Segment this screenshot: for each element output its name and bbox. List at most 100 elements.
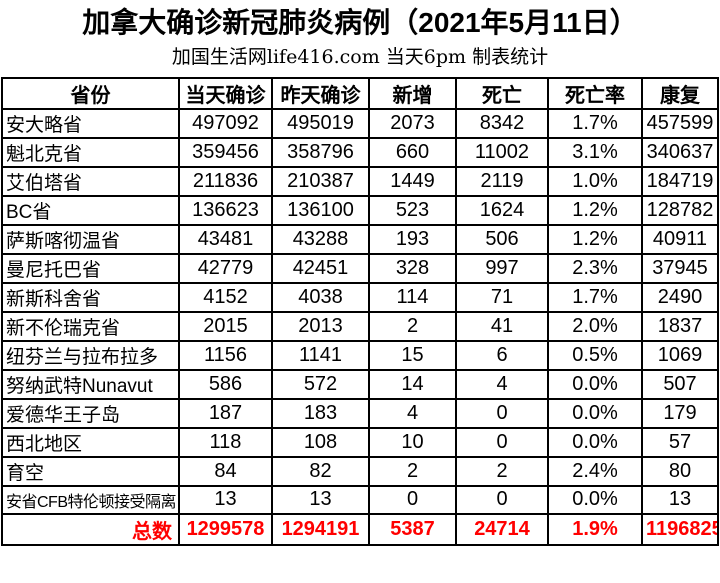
new-cases: 1449 bbox=[368, 166, 457, 197]
province-name: 新斯科舍省 bbox=[1, 282, 180, 313]
total-label: 总数 bbox=[1, 512, 180, 546]
table-row-new-brunswick: 新不伦瑞克省 2015 2013 2 41 2.0% 1837 bbox=[1, 311, 719, 342]
today-confirmed: 118 bbox=[178, 427, 273, 458]
deaths: 1624 bbox=[455, 195, 549, 226]
province-name: 爱德华王子岛 bbox=[1, 398, 180, 429]
header-death-rate: 死亡率 bbox=[547, 77, 643, 110]
deaths: 0 bbox=[455, 398, 549, 429]
today-confirmed: 2015 bbox=[178, 311, 273, 342]
deaths: 0 bbox=[455, 427, 549, 458]
header-deaths: 死亡 bbox=[455, 77, 549, 110]
province-name: 曼尼托巴省 bbox=[1, 253, 180, 284]
province-name: 育空 bbox=[1, 456, 180, 487]
today-confirmed: 42779 bbox=[178, 253, 273, 284]
yesterday-confirmed: 495019 bbox=[271, 108, 370, 139]
total-death-rate: 1.9% bbox=[547, 512, 643, 546]
today-confirmed: 359456 bbox=[178, 137, 273, 168]
deaths: 2119 bbox=[455, 166, 549, 197]
province-name: 安省CFB特伦顿接受隔离 bbox=[1, 485, 180, 515]
header-yesterday-confirmed: 昨天确诊 bbox=[271, 77, 370, 110]
deaths: 41 bbox=[455, 311, 549, 342]
table-row-newfoundland-labrador: 纽芬兰与拉布拉多 1156 1141 15 6 0.5% 1069 bbox=[1, 340, 719, 371]
yesterday-confirmed: 210387 bbox=[271, 166, 370, 197]
recovered: 2490 bbox=[641, 282, 719, 313]
deaths: 0 bbox=[455, 485, 549, 515]
deaths: 4 bbox=[455, 369, 549, 400]
table-row-nova-scotia: 新斯科舍省 4152 4038 114 71 1.7% 2490 bbox=[1, 282, 719, 313]
province-name: 艾伯塔省 bbox=[1, 166, 180, 197]
total-new-cases: 5387 bbox=[368, 512, 457, 546]
province-name: 魁北克省 bbox=[1, 137, 180, 168]
death-rate: 2.3% bbox=[547, 253, 643, 284]
total-recovered: 1196825 bbox=[641, 512, 719, 546]
new-cases: 2 bbox=[368, 311, 457, 342]
yesterday-confirmed: 183 bbox=[271, 398, 370, 429]
today-confirmed: 84 bbox=[178, 456, 273, 487]
header-recovered: 康复 bbox=[641, 77, 719, 110]
death-rate: 0.0% bbox=[547, 427, 643, 458]
table-row-cfb-trenton: 安省CFB特伦顿接受隔离 13 13 0 0 0.0% 13 bbox=[1, 485, 719, 515]
death-rate: 0.5% bbox=[547, 340, 643, 371]
deaths: 8342 bbox=[455, 108, 549, 139]
deaths: 6 bbox=[455, 340, 549, 371]
yesterday-confirmed: 2013 bbox=[271, 311, 370, 342]
province-name: 安大略省 bbox=[1, 108, 180, 139]
new-cases: 328 bbox=[368, 253, 457, 284]
header-today-confirmed: 当天确诊 bbox=[178, 77, 273, 110]
total-today-confirmed: 1299578 bbox=[178, 512, 273, 546]
yesterday-confirmed: 43288 bbox=[271, 224, 370, 255]
today-confirmed: 43481 bbox=[178, 224, 273, 255]
table-row-yukon: 育空 84 82 2 2 2.4% 80 bbox=[1, 456, 719, 487]
recovered: 13 bbox=[641, 485, 719, 515]
recovered: 457599 bbox=[641, 108, 719, 139]
yesterday-confirmed: 572 bbox=[271, 369, 370, 400]
death-rate: 0.0% bbox=[547, 369, 643, 400]
yesterday-confirmed: 1141 bbox=[271, 340, 370, 371]
province-name: 西北地区 bbox=[1, 427, 180, 458]
death-rate: 0.0% bbox=[547, 398, 643, 429]
recovered: 40911 bbox=[641, 224, 719, 255]
table-row-nunavut: 努纳武特Nunavut 586 572 14 4 0.0% 507 bbox=[1, 369, 719, 400]
covid-stats-table: 省份 当天确诊 昨天确诊 新增 死亡 死亡率 康复 安大略省 497092 49… bbox=[1, 77, 719, 546]
death-rate: 1.2% bbox=[547, 224, 643, 255]
new-cases: 2 bbox=[368, 456, 457, 487]
province-name: 纽芬兰与拉布拉多 bbox=[1, 340, 180, 371]
today-confirmed: 136623 bbox=[178, 195, 273, 226]
death-rate: 1.0% bbox=[547, 166, 643, 197]
yesterday-confirmed: 42451 bbox=[271, 253, 370, 284]
table-row-ontario: 安大略省 497092 495019 2073 8342 1.7% 457599 bbox=[1, 108, 719, 139]
recovered: 179 bbox=[641, 398, 719, 429]
death-rate: 2.0% bbox=[547, 311, 643, 342]
table-header-row: 省份 当天确诊 昨天确诊 新增 死亡 死亡率 康复 bbox=[1, 77, 719, 110]
new-cases: 193 bbox=[368, 224, 457, 255]
province-name: BC省 bbox=[1, 195, 180, 226]
yesterday-confirmed: 358796 bbox=[271, 137, 370, 168]
table-row-northwest-territories: 西北地区 118 108 10 0 0.0% 57 bbox=[1, 427, 719, 458]
today-confirmed: 4152 bbox=[178, 282, 273, 313]
today-confirmed: 586 bbox=[178, 369, 273, 400]
death-rate: 1.2% bbox=[547, 195, 643, 226]
deaths: 997 bbox=[455, 253, 549, 284]
new-cases: 4 bbox=[368, 398, 457, 429]
today-confirmed: 187 bbox=[178, 398, 273, 429]
recovered: 37945 bbox=[641, 253, 719, 284]
deaths: 11002 bbox=[455, 137, 549, 168]
table-row-pei: 爱德华王子岛 187 183 4 0 0.0% 179 bbox=[1, 398, 719, 429]
recovered: 340637 bbox=[641, 137, 719, 168]
today-confirmed: 13 bbox=[178, 485, 273, 515]
new-cases: 14 bbox=[368, 369, 457, 400]
table-row-alberta: 艾伯塔省 211836 210387 1449 2119 1.0% 184719 bbox=[1, 166, 719, 197]
province-name: 努纳武特Nunavut bbox=[1, 369, 180, 400]
new-cases: 523 bbox=[368, 195, 457, 226]
new-cases: 0 bbox=[368, 485, 457, 515]
today-confirmed: 1156 bbox=[178, 340, 273, 371]
deaths: 71 bbox=[455, 282, 549, 313]
total-yesterday-confirmed: 1294191 bbox=[271, 512, 370, 546]
page-subtitle: 加国生活网life416.com 当天6pm 制表统计 bbox=[171, 46, 549, 68]
deaths: 2 bbox=[455, 456, 549, 487]
new-cases: 114 bbox=[368, 282, 457, 313]
total-row: 总数 1299578 1294191 5387 24714 1.9% 11968… bbox=[1, 512, 719, 546]
death-rate: 2.4% bbox=[547, 456, 643, 487]
new-cases: 10 bbox=[368, 427, 457, 458]
